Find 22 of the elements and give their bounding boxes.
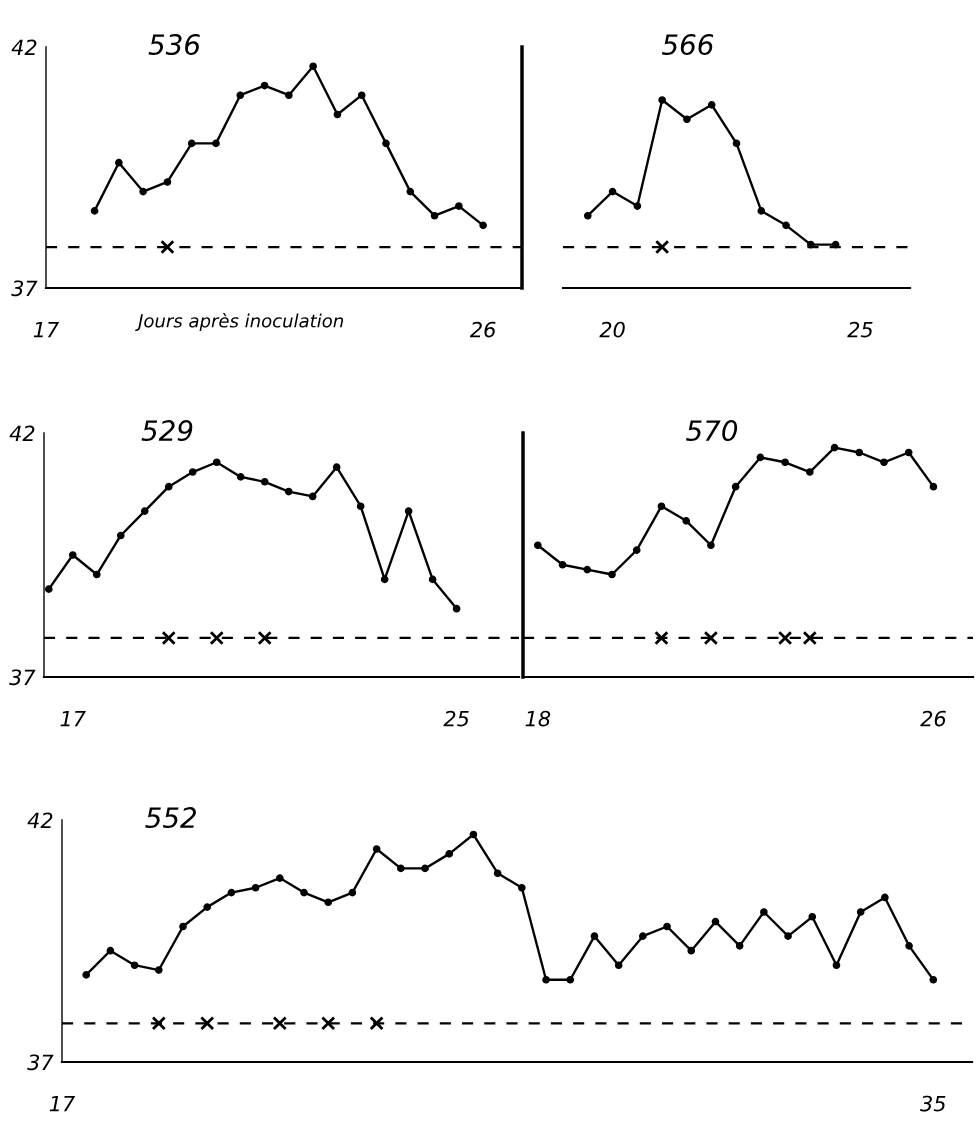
x-tick-label: 18	[525, 710, 551, 727]
x-tick-label: 35	[920, 1095, 946, 1112]
x-tick-label: 25	[847, 321, 873, 338]
chart-title: 529	[141, 420, 193, 442]
y-tick-label: 37	[9, 669, 36, 686]
y-tick-label: 42	[9, 425, 35, 441]
y-tick-label: 42	[27, 812, 53, 828]
x-tick-label: 26	[920, 710, 946, 727]
x-tick-label: 17	[60, 710, 86, 727]
y-tick-label: 42	[11, 39, 37, 55]
y-tick-label: 37	[27, 1054, 54, 1071]
x-tick-label: 26	[469, 321, 496, 338]
x-axis-title: Jours après inoculation	[135, 312, 343, 332]
x-tick-label: 25	[443, 710, 469, 727]
chart-title: 536	[148, 34, 200, 56]
chart-title: 566	[661, 34, 714, 56]
chart-title: 552	[145, 807, 196, 829]
x-tick-label: 17	[49, 1095, 76, 1112]
y-tick-label: 37	[11, 280, 38, 297]
x-tick-label: 20	[599, 321, 625, 338]
chart-title: 570	[686, 420, 738, 442]
x-tick-label: 17	[33, 321, 60, 338]
